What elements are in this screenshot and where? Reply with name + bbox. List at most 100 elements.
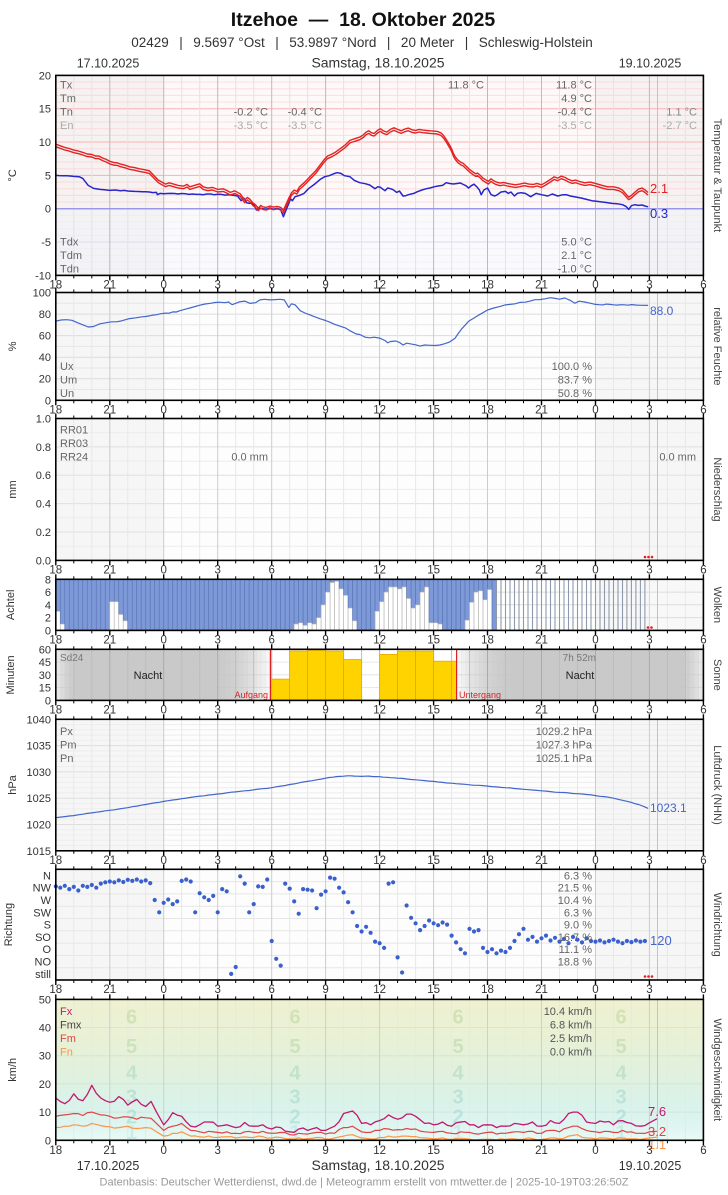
svg-text:5.0 °C: 5.0 °C bbox=[561, 237, 592, 249]
svg-text:3: 3 bbox=[646, 855, 652, 867]
svg-text:3: 3 bbox=[646, 705, 652, 717]
svg-text:21: 21 bbox=[103, 635, 116, 647]
svg-text:18: 18 bbox=[481, 705, 494, 717]
svg-text:6: 6 bbox=[268, 705, 274, 717]
svg-text:0: 0 bbox=[160, 565, 166, 577]
svg-text:21: 21 bbox=[535, 855, 548, 867]
svg-text:Tdn: Tdn bbox=[60, 264, 79, 276]
svg-text:Tm: Tm bbox=[60, 93, 76, 105]
svg-text:0: 0 bbox=[592, 280, 598, 292]
svg-text:10: 10 bbox=[39, 137, 51, 149]
svg-text:0: 0 bbox=[592, 565, 598, 577]
svg-text:12: 12 bbox=[373, 855, 386, 867]
svg-text:0.6: 0.6 bbox=[36, 470, 51, 482]
svg-text:Tdx: Tdx bbox=[60, 237, 79, 249]
svg-text:RR01: RR01 bbox=[60, 425, 88, 437]
svg-text:Um: Um bbox=[60, 375, 77, 387]
svg-text:Wolken: Wolken bbox=[711, 587, 723, 623]
svg-text:4: 4 bbox=[45, 600, 51, 612]
svg-text:O: O bbox=[42, 944, 51, 956]
svg-text:0: 0 bbox=[45, 395, 51, 407]
svg-text:relative Feuchte: relative Feuchte bbox=[711, 307, 723, 385]
svg-text:hPa: hPa bbox=[7, 774, 19, 794]
svg-text:6: 6 bbox=[268, 1145, 274, 1157]
svg-text:21: 21 bbox=[103, 705, 116, 717]
svg-text:NO: NO bbox=[35, 957, 52, 969]
svg-text:6: 6 bbox=[700, 280, 706, 292]
svg-text:-5: -5 bbox=[41, 237, 51, 249]
svg-text:18: 18 bbox=[481, 855, 494, 867]
svg-text:9: 9 bbox=[322, 1145, 328, 1157]
svg-text:0.0 mm: 0.0 mm bbox=[659, 452, 696, 464]
svg-text:-1.0 °C: -1.0 °C bbox=[558, 264, 592, 276]
svg-text:3: 3 bbox=[214, 855, 220, 867]
svg-text:3: 3 bbox=[646, 635, 652, 647]
svg-text:4.9 °C: 4.9 °C bbox=[561, 93, 592, 105]
svg-text:19.10.2025: 19.10.2025 bbox=[619, 57, 682, 71]
svg-text:21: 21 bbox=[103, 984, 116, 996]
svg-text:Datenbasis: Deutscher Wetterdi: Datenbasis: Deutscher Wetterdienst, dwd.… bbox=[100, 1177, 629, 1189]
svg-text:Nacht: Nacht bbox=[566, 670, 595, 682]
svg-text:9: 9 bbox=[322, 405, 328, 417]
svg-text:15: 15 bbox=[427, 984, 440, 996]
svg-text:-0.4 °C: -0.4 °C bbox=[288, 107, 322, 119]
svg-text:-10: -10 bbox=[35, 270, 51, 282]
svg-text:3: 3 bbox=[214, 635, 220, 647]
svg-text:15: 15 bbox=[427, 705, 440, 717]
svg-text:0.8: 0.8 bbox=[36, 442, 51, 454]
svg-text:21: 21 bbox=[103, 405, 116, 417]
svg-text:18: 18 bbox=[49, 635, 62, 647]
svg-text:1027.3 hPa: 1027.3 hPa bbox=[536, 740, 593, 752]
svg-text:6.8 km/h: 6.8 km/h bbox=[550, 1020, 592, 1032]
svg-text:3: 3 bbox=[452, 1087, 463, 1109]
svg-text:6: 6 bbox=[700, 984, 706, 996]
svg-text:20: 20 bbox=[39, 70, 51, 82]
svg-text:still: still bbox=[35, 969, 51, 981]
svg-text:21: 21 bbox=[535, 280, 548, 292]
svg-text:Minuten: Minuten bbox=[5, 655, 17, 694]
svg-text:0: 0 bbox=[592, 705, 598, 717]
svg-text:21.5 %: 21.5 % bbox=[558, 883, 592, 895]
svg-text:Fx: Fx bbox=[60, 1006, 73, 1018]
svg-text:6: 6 bbox=[289, 1006, 300, 1028]
svg-text:18: 18 bbox=[49, 984, 62, 996]
svg-text:12: 12 bbox=[373, 280, 386, 292]
svg-text:3: 3 bbox=[646, 565, 652, 577]
svg-text:3: 3 bbox=[646, 405, 652, 417]
svg-text:6.3 %: 6.3 % bbox=[564, 870, 592, 882]
svg-text:9: 9 bbox=[322, 565, 328, 577]
svg-text:°C: °C bbox=[7, 169, 19, 181]
svg-text:Windgeschwindigkeit: Windgeschwindigkeit bbox=[711, 1018, 723, 1121]
svg-text:3: 3 bbox=[289, 1087, 300, 1109]
svg-text:0: 0 bbox=[160, 280, 166, 292]
svg-text:9: 9 bbox=[322, 705, 328, 717]
svg-text:15: 15 bbox=[427, 635, 440, 647]
svg-text:3: 3 bbox=[646, 1145, 652, 1157]
svg-text:0.0 km/h: 0.0 km/h bbox=[550, 1047, 592, 1059]
svg-text:10: 10 bbox=[39, 1107, 51, 1119]
svg-text:W: W bbox=[41, 895, 52, 907]
svg-text:18: 18 bbox=[49, 280, 62, 292]
svg-text:0: 0 bbox=[592, 984, 598, 996]
svg-text:Fmx: Fmx bbox=[60, 1020, 82, 1032]
svg-text:60: 60 bbox=[39, 644, 51, 656]
svg-text:Niederschlag: Niederschlag bbox=[711, 457, 723, 521]
svg-text:6: 6 bbox=[268, 984, 274, 996]
svg-text:11.8 °C: 11.8 °C bbox=[448, 80, 484, 92]
svg-text:6: 6 bbox=[700, 635, 706, 647]
svg-text:6: 6 bbox=[615, 1006, 626, 1028]
svg-text:Pn: Pn bbox=[60, 753, 73, 765]
svg-text:0: 0 bbox=[592, 405, 598, 417]
svg-text:60: 60 bbox=[39, 331, 51, 343]
svg-text:2: 2 bbox=[615, 1106, 626, 1128]
svg-text:12: 12 bbox=[373, 405, 386, 417]
svg-text:N: N bbox=[43, 870, 51, 882]
svg-text:9.0 %: 9.0 % bbox=[564, 920, 592, 932]
svg-text:6: 6 bbox=[700, 855, 706, 867]
svg-text:8: 8 bbox=[45, 574, 51, 586]
svg-text:3: 3 bbox=[214, 405, 220, 417]
svg-text:0: 0 bbox=[160, 855, 166, 867]
svg-text:RR03: RR03 bbox=[60, 438, 88, 450]
svg-text:0: 0 bbox=[45, 625, 51, 637]
svg-text:4: 4 bbox=[452, 1063, 464, 1085]
